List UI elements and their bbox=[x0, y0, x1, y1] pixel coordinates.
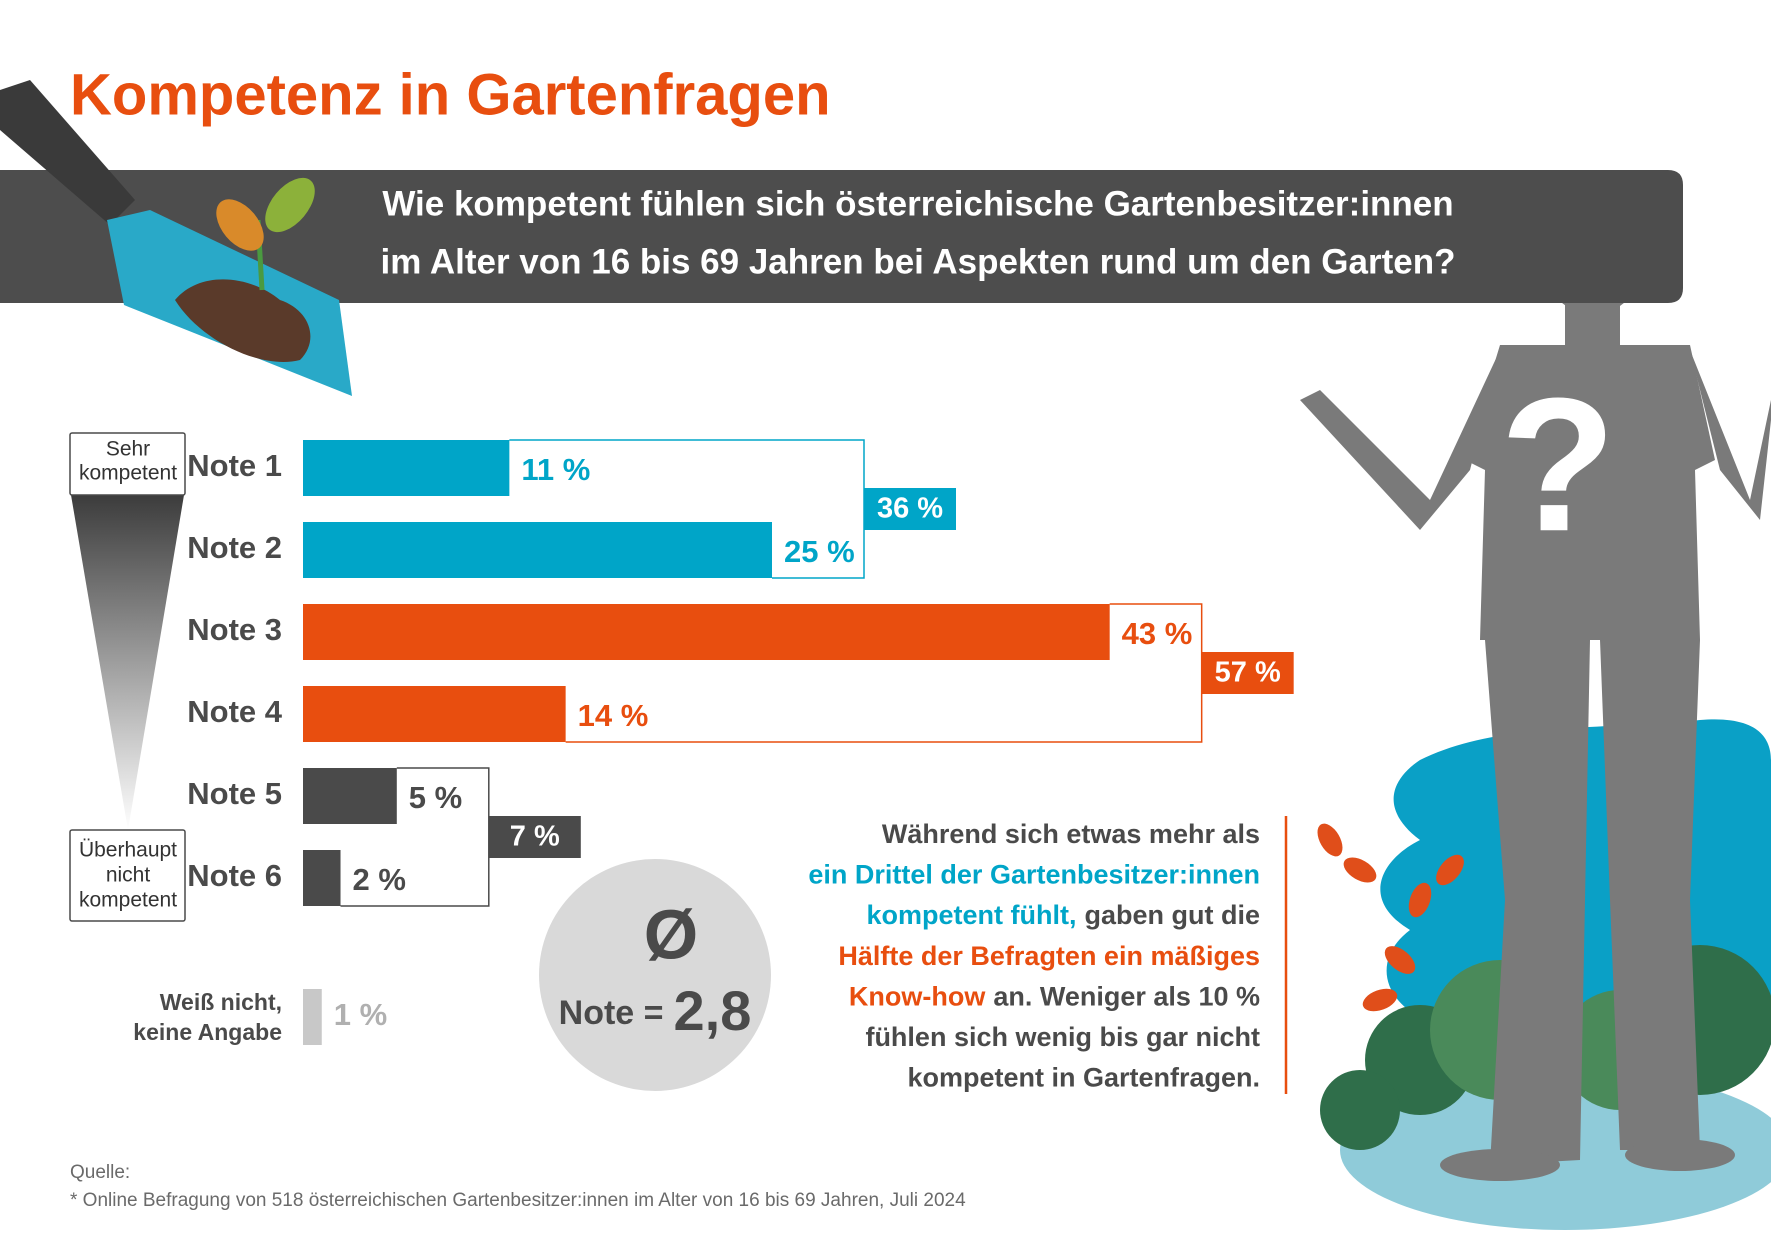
group-total: 36 % bbox=[877, 493, 943, 525]
average-circle bbox=[539, 859, 771, 1091]
summary: Während sich etwas mehr als ein Drittel d… bbox=[808, 819, 1260, 1093]
summary-line: kompetent fühlt, gaben gut die bbox=[867, 900, 1261, 930]
value-label: 1 % bbox=[334, 997, 387, 1032]
summary-line: Hälfte der Befragten ein mäßiges bbox=[838, 941, 1260, 971]
value-label: 2 % bbox=[353, 862, 406, 897]
group-total-box bbox=[1201, 652, 1294, 694]
summary-segment: fühlen sich wenig bis gar nicht bbox=[865, 1022, 1260, 1052]
average-value: 2,8 bbox=[674, 979, 752, 1042]
value-label: 11 % bbox=[521, 452, 590, 487]
bar bbox=[303, 604, 1110, 660]
scale-label: Sehr bbox=[106, 438, 150, 461]
summary-segment: kompetent fühlt, bbox=[867, 900, 1077, 930]
no-answer-label: Weiß nicht, bbox=[160, 989, 282, 1015]
group-total: 57 % bbox=[1215, 657, 1281, 689]
group-total-box bbox=[864, 488, 956, 530]
summary-line: Know-how an. Weniger als 10 % bbox=[849, 982, 1260, 1012]
summary-line: fühlen sich wenig bis gar nicht bbox=[865, 1022, 1260, 1052]
summary-line: Während sich etwas mehr als bbox=[882, 819, 1260, 849]
category-label: Note 6 bbox=[187, 858, 282, 893]
scale-box bbox=[69, 432, 186, 496]
value-label: 43 % bbox=[1122, 616, 1193, 651]
group-total-box bbox=[488, 816, 581, 858]
summary-segment: kompetent in Gartenfragen. bbox=[907, 1063, 1260, 1093]
source-text: * Online Befragung von 518 österreichisc… bbox=[70, 1190, 966, 1211]
summary-line: kompetent in Gartenfragen. bbox=[907, 1063, 1260, 1093]
scale-label: kompetent bbox=[79, 889, 177, 912]
shovel bbox=[0, 80, 352, 396]
value-label: 5 % bbox=[409, 780, 462, 815]
summary-segment: ein Drittel der Gartenbesitzer:innen bbox=[808, 860, 1260, 890]
value-label: 14 % bbox=[578, 698, 649, 733]
subtitle: Wie kompetent fühlen sich österreichisch… bbox=[382, 184, 1453, 223]
summary-segment: Know-how bbox=[849, 982, 986, 1012]
no-answer-label: keine Angabe bbox=[133, 1019, 282, 1045]
category-label: Note 3 bbox=[187, 612, 282, 647]
title: Kompetenz in Gartenfragen bbox=[70, 62, 831, 127]
scale-label: nicht bbox=[106, 864, 151, 887]
summary-segment: gaben gut die bbox=[1085, 900, 1261, 930]
bar bbox=[303, 686, 566, 742]
bar bbox=[303, 440, 510, 496]
category-label: Note 1 bbox=[187, 448, 282, 483]
group-total: 7 % bbox=[510, 821, 560, 853]
average: Note = 2,8 bbox=[559, 979, 752, 1042]
subtitle: im Alter von 16 bis 69 Jahren bei Aspekt… bbox=[381, 242, 1456, 281]
scene: ? bbox=[1300, 175, 1771, 1230]
summary-line: ein Drittel der Gartenbesitzer:innen bbox=[808, 860, 1260, 890]
average-symbol: Ø bbox=[644, 895, 698, 973]
category-label: Note 5 bbox=[187, 776, 282, 811]
bar bbox=[303, 989, 322, 1045]
scale-wedge bbox=[71, 495, 184, 830]
value-label: 25 % bbox=[784, 534, 855, 569]
banner bbox=[0, 170, 1683, 303]
scale-label: Überhaupt bbox=[79, 839, 177, 862]
summary-segment: Während sich etwas mehr als bbox=[882, 819, 1260, 849]
scale-label: kompetent bbox=[79, 462, 177, 485]
scale-box bbox=[69, 829, 186, 922]
summary-segment: Hälfte der Befragten ein mäßiges bbox=[838, 941, 1260, 971]
average-label: Note = bbox=[559, 994, 664, 1032]
category-label: Note 2 bbox=[187, 530, 282, 565]
summary-segment: an. Weniger als 10 % bbox=[993, 982, 1260, 1012]
bar bbox=[303, 850, 341, 906]
source-label: Quelle: bbox=[70, 1162, 130, 1183]
illustration-mark: ? bbox=[1500, 359, 1616, 571]
category-label: Note 4 bbox=[187, 694, 283, 729]
bar bbox=[303, 522, 772, 578]
bar bbox=[303, 768, 397, 824]
